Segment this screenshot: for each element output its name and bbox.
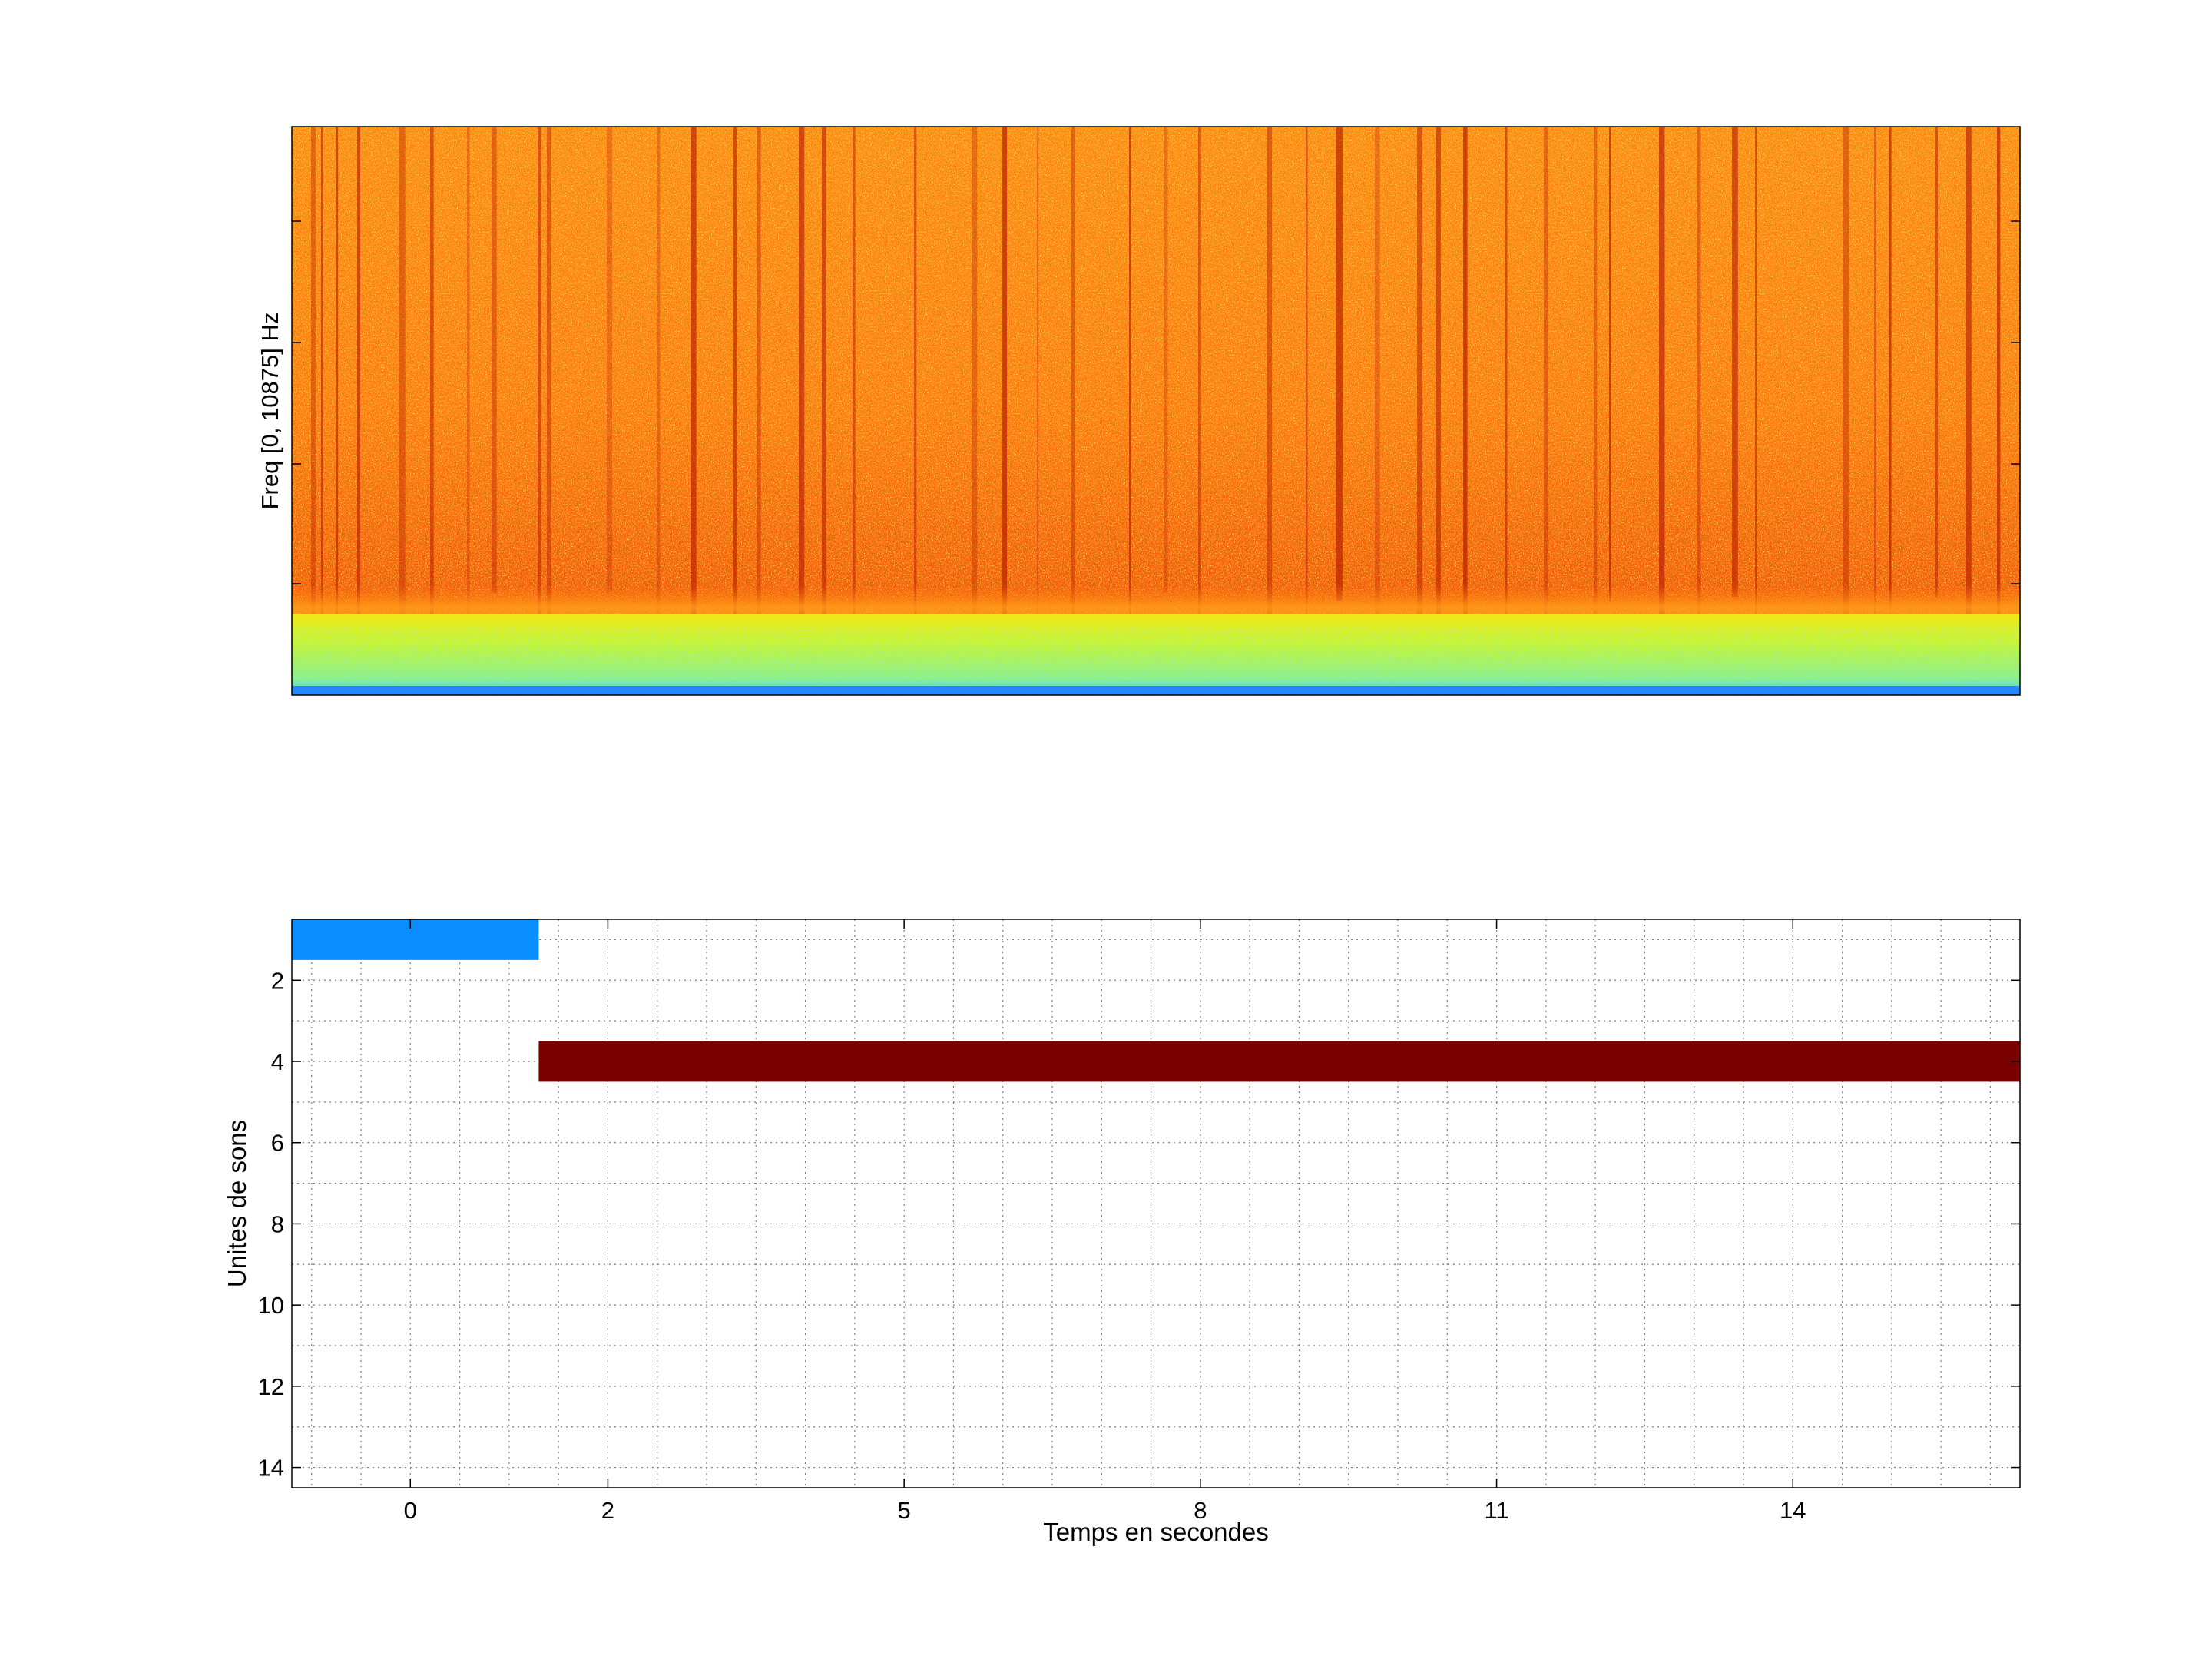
y-tick-label: 2 xyxy=(271,967,284,994)
units-bars xyxy=(292,919,2020,1082)
spectrogram-streak xyxy=(538,127,541,663)
units-panel: 0 2 5 8 11 14 2 4 6 8 10 12 14 Temps en secondes Un… xyxy=(223,919,2021,1546)
spectrogram-streak xyxy=(1936,127,1938,598)
x-tick-label: 5 xyxy=(898,1497,911,1524)
spectrogram-streak xyxy=(1609,127,1611,602)
spectrogram-streak xyxy=(972,127,978,644)
spectrogram-streak xyxy=(1697,127,1701,637)
spectrogram-streak xyxy=(1755,127,1757,641)
unit-segment-1 xyxy=(292,919,539,960)
spectrogram-streak xyxy=(1463,127,1468,666)
spectrogram-streak xyxy=(1544,127,1548,627)
x-tick-label: 0 xyxy=(404,1497,417,1524)
units-x-ticks: 0 2 5 8 11 14 xyxy=(404,919,1806,1524)
spectrogram-image xyxy=(292,127,2020,695)
spectrogram-ticks xyxy=(292,220,2020,584)
units-frame xyxy=(291,919,2021,1488)
spectrogram-streak xyxy=(492,127,497,594)
spectrogram-streaks xyxy=(311,127,2001,695)
spectrogram-streak xyxy=(399,127,406,660)
spectrogram-streak xyxy=(1129,127,1131,651)
unit-segment-4 xyxy=(538,1041,2020,1082)
units-y-label: Unites de sons xyxy=(223,1120,251,1287)
spectrogram-streak xyxy=(1997,127,2001,644)
y-tick-label: 12 xyxy=(258,1373,284,1400)
spectrogram-streak xyxy=(733,127,737,694)
spectrogram-streak xyxy=(607,127,613,593)
spectrogram-frame xyxy=(291,126,2021,696)
spectrogram-streak xyxy=(1037,127,1039,687)
spectrogram-streak xyxy=(1874,127,1876,658)
spectrogram-streak xyxy=(1594,127,1598,687)
spectrogram-streak xyxy=(1267,127,1273,682)
spectrogram-streak xyxy=(1306,127,1308,669)
x-tick-label: 8 xyxy=(1194,1497,1207,1524)
spectrogram-streak xyxy=(1164,127,1168,593)
x-tick-label: 11 xyxy=(1484,1497,1508,1524)
units-x-label: Temps en secondes xyxy=(1043,1518,1269,1546)
spectrogram-streak xyxy=(1417,127,1423,672)
spectrogram-streak xyxy=(336,127,339,633)
x-tick-label: 2 xyxy=(601,1497,614,1524)
spectrogram-streak xyxy=(1436,127,1441,650)
spectrogram-streak xyxy=(357,127,361,674)
spectrogram-streak xyxy=(1732,127,1738,597)
spectrogram-streak xyxy=(853,127,856,616)
spectrogram-streak xyxy=(1198,127,1201,695)
spectrogram-panel: Freq [0, 10875] Hz xyxy=(257,126,2021,696)
y-tick-label: 10 xyxy=(258,1292,284,1319)
spectrogram-streak xyxy=(822,127,826,654)
spectrogram-streak xyxy=(1966,127,1972,682)
spectrogram-streak xyxy=(1659,127,1665,695)
spectrogram-streak xyxy=(691,127,697,676)
spectrogram-streak xyxy=(467,127,470,695)
units-y-ticks: 2 4 6 8 10 12 14 xyxy=(258,967,2020,1482)
spectrogram-y-label: Freq [0, 10875] Hz xyxy=(257,313,283,510)
spectrogram-streak xyxy=(430,127,434,650)
spectrogram-streak xyxy=(657,127,661,695)
spectrogram-streak xyxy=(547,127,551,690)
spectrogram-streak xyxy=(799,127,805,694)
y-tick-label: 4 xyxy=(271,1048,284,1075)
spectrogram-streak xyxy=(1375,127,1380,675)
x-tick-label: 14 xyxy=(1780,1497,1806,1524)
spectrogram-streak xyxy=(1002,127,1008,687)
y-tick-label: 14 xyxy=(258,1455,284,1482)
spectrogram-streak xyxy=(1889,127,1892,609)
spectrogram-streak xyxy=(757,127,761,680)
spectrogram-streak xyxy=(1505,127,1508,639)
spectrogram-streak xyxy=(1843,127,1849,688)
y-tick-label: 8 xyxy=(271,1210,284,1237)
spectrogram-streak xyxy=(311,127,316,695)
spectrogram-streak xyxy=(321,127,323,620)
units-grid xyxy=(292,919,2020,1488)
y-tick-label: 6 xyxy=(271,1130,284,1157)
spectrogram-streak xyxy=(1336,127,1343,601)
spectrogram-streak xyxy=(914,127,917,641)
spectrogram-streak xyxy=(1071,127,1075,695)
